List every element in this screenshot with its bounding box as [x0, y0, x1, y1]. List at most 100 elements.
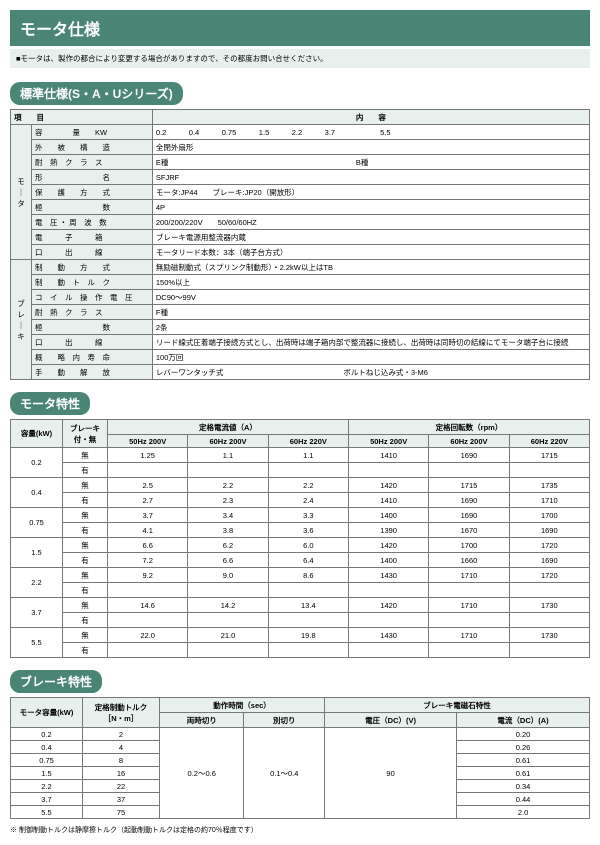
s3-amp: 0.44 — [457, 793, 590, 806]
s3-torque: 8 — [83, 754, 160, 767]
data-cell: 1420 — [348, 538, 428, 553]
data-cell: 1700 — [429, 538, 509, 553]
h-rpm: 定格回転数（rpm） — [348, 420, 589, 435]
data-cell: 1.25 — [108, 448, 188, 463]
s3-torque: 4 — [83, 741, 160, 754]
spec-row-label: 耐 熱 ク ラ ス — [32, 155, 153, 170]
sub-header: 60Hz 220V — [268, 435, 348, 448]
data-cell: 1400 — [348, 553, 428, 568]
spec-row-value: 4P — [152, 200, 589, 215]
data-cell — [509, 583, 589, 598]
data-cell: 1430 — [348, 568, 428, 583]
data-cell: 1410 — [348, 493, 428, 508]
h3-time: 動作時間（sec） — [160, 698, 325, 713]
data-cell: 1400 — [348, 508, 428, 523]
data-cell: 3.6 — [268, 523, 348, 538]
spec-row-value: モータ:JP44 ブレーキ:JP20（開放形） — [152, 185, 589, 200]
data-cell: 9.2 — [108, 568, 188, 583]
data-cell — [188, 643, 268, 658]
spec-row-value: 2条 — [152, 320, 589, 335]
sub-header: 60Hz 220V — [509, 435, 589, 448]
footnote: ※ 制御制動トルクは静摩擦トルク（起動制動トルクは定格の約70％程度です） — [10, 825, 590, 835]
spec-row-label: 電 子 箱 — [32, 230, 153, 245]
s3-amp: 0.20 — [457, 728, 590, 741]
s3-amp: 0.61 — [457, 754, 590, 767]
data-cell — [108, 613, 188, 628]
data-cell: 7.2 — [108, 553, 188, 568]
h3-v: 電圧（DC）(V) — [325, 713, 457, 728]
spec-row-value: F種 — [152, 305, 589, 320]
brake-cell: 有 — [63, 493, 108, 508]
brake-cell: 無 — [63, 628, 108, 643]
capacity-cell: 3.7 — [11, 598, 63, 628]
sub-header: 60Hz 200V — [188, 435, 268, 448]
capacity-cell: 0.4 — [11, 478, 63, 508]
spec-row-label: 制 動 ト ル ク — [32, 275, 153, 290]
data-cell: 6.4 — [268, 553, 348, 568]
brake-cell: 有 — [63, 583, 108, 598]
spec-row-value: DC90～99V — [152, 290, 589, 305]
spec-row-label: 外 被 構 造 — [32, 140, 153, 155]
spec-table: 項 目 内 容 モ｜タ容 量 KW0.2 0.4 0.75 1.5 2.2 3.… — [10, 109, 590, 380]
data-cell — [509, 463, 589, 478]
data-cell — [348, 463, 428, 478]
spec-row-value: 200/200/220V 50/60/60HZ — [152, 215, 589, 230]
data-cell: 1710 — [509, 493, 589, 508]
s3-amp: 2.0 — [457, 806, 590, 819]
s3-torque: 22 — [83, 780, 160, 793]
capacity-cell: 1.5 — [11, 538, 63, 568]
data-cell — [268, 583, 348, 598]
data-cell: 19.8 — [268, 628, 348, 643]
data-cell: 22.0 — [108, 628, 188, 643]
brake-cell: 有 — [63, 463, 108, 478]
data-cell: 2.7 — [108, 493, 188, 508]
data-cell — [108, 643, 188, 658]
data-cell: 1690 — [429, 508, 509, 523]
s3-torque: 2 — [83, 728, 160, 741]
spec-row-value: 無励磁制動式（スプリンク制動形）・2.2kW以上はTB — [152, 260, 589, 275]
data-cell: 2.2 — [268, 478, 348, 493]
h-brake: ブレーキ付・無 — [63, 420, 108, 448]
h-current: 定格電流値（A） — [108, 420, 349, 435]
data-cell: 1690 — [429, 448, 509, 463]
spec-row-value: リード線式圧着端子接続方式とし、出荷時は端子箱内部で整流器に接続し、出荷時は同時… — [152, 335, 589, 350]
data-cell — [429, 583, 509, 598]
sub-header: 50Hz 200V — [108, 435, 188, 448]
spec-row-value: SFJRF — [152, 170, 589, 185]
s3-torque: 75 — [83, 806, 160, 819]
data-cell: 1.1 — [188, 448, 268, 463]
data-cell: 1690 — [429, 493, 509, 508]
brake-cell: 無 — [63, 568, 108, 583]
spec-row-label: 耐 熱 ク ラ ス — [32, 305, 153, 320]
data-cell: 1710 — [429, 568, 509, 583]
data-cell: 3.8 — [188, 523, 268, 538]
brake-cell: 有 — [63, 553, 108, 568]
spec-row-label: 制 動 方 式 — [32, 260, 153, 275]
s3-torque: 37 — [83, 793, 160, 806]
spec-row-value: 100万回 — [152, 350, 589, 365]
data-cell: 6.6 — [188, 553, 268, 568]
data-cell: 1430 — [348, 628, 428, 643]
data-cell: 1690 — [509, 523, 589, 538]
col-item: 項 目 — [11, 110, 153, 125]
data-cell: 1710 — [429, 628, 509, 643]
section3-header: ブレーキ特性 — [10, 670, 102, 693]
s3-amp: 0.34 — [457, 780, 590, 793]
spec-row-label: 容 量 KW — [32, 125, 153, 140]
data-cell — [268, 613, 348, 628]
capacity-cell: 5.5 — [11, 628, 63, 658]
spec-row-label: 手 動 解 放 — [32, 365, 153, 380]
data-cell — [429, 643, 509, 658]
data-cell — [108, 463, 188, 478]
h3-cap: モータ容量(kW) — [11, 698, 83, 728]
data-cell: 1690 — [509, 553, 589, 568]
spec-row-label: 形 名 — [32, 170, 153, 185]
brake-vertical-label: ブレ｜キ — [11, 260, 32, 380]
data-cell: 1670 — [429, 523, 509, 538]
data-cell: 21.0 — [188, 628, 268, 643]
data-cell: 1390 — [348, 523, 428, 538]
data-cell — [429, 463, 509, 478]
data-cell — [509, 643, 589, 658]
data-cell: 6.6 — [108, 538, 188, 553]
data-cell — [268, 463, 348, 478]
